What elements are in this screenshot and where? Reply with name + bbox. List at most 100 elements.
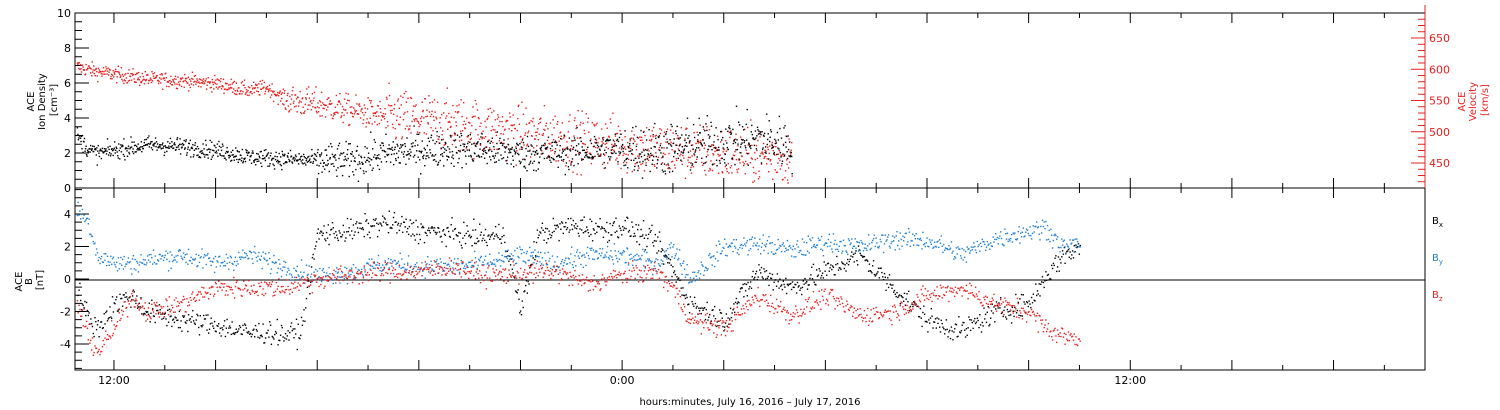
bx-point	[366, 219, 368, 221]
velocity-point	[181, 77, 184, 79]
density-point	[428, 140, 431, 143]
bx-point	[744, 290, 747, 292]
density-point	[219, 153, 221, 155]
density-point	[471, 158, 474, 160]
density-point	[593, 135, 596, 138]
density-point	[434, 142, 436, 145]
velocity-point	[435, 116, 437, 118]
velocity-point	[731, 172, 733, 174]
velocity-point	[230, 78, 232, 81]
velocity-point	[762, 142, 765, 145]
bx-point	[989, 323, 991, 326]
by-point	[203, 253, 206, 256]
bx-point	[504, 241, 506, 244]
velocity-point	[384, 107, 386, 110]
density-point	[532, 150, 534, 153]
velocity-point	[607, 148, 609, 150]
bx-point	[407, 227, 409, 230]
density-point	[587, 157, 589, 159]
density-point	[367, 156, 369, 159]
bx-point	[365, 220, 367, 222]
velocity-point	[713, 163, 716, 165]
density-point	[235, 155, 237, 157]
bx-point	[1021, 315, 1024, 317]
velocity-point	[323, 103, 325, 106]
density-point	[640, 156, 643, 158]
bx-point	[548, 230, 550, 232]
density-point	[283, 155, 285, 157]
bx-point	[1069, 251, 1071, 253]
velocity-point	[750, 119, 752, 121]
density-point	[769, 140, 771, 143]
density-point	[572, 146, 575, 148]
bx-point	[832, 266, 835, 268]
by-point	[479, 257, 482, 259]
density-point	[350, 153, 352, 155]
bx-point	[1038, 283, 1040, 285]
bx-point	[838, 267, 840, 269]
density-point	[393, 163, 395, 166]
bx-point	[688, 312, 691, 314]
density-point	[482, 150, 485, 153]
density-point	[282, 153, 284, 156]
density-point	[169, 137, 172, 140]
by-point	[556, 256, 559, 258]
bx-point	[790, 288, 793, 291]
by-point	[513, 259, 515, 261]
bx-point	[534, 258, 536, 261]
by-point	[685, 274, 687, 276]
density-point	[780, 137, 783, 139]
density-point	[166, 150, 168, 153]
velocity-point	[660, 129, 663, 131]
by-point	[406, 268, 408, 271]
by-point	[574, 255, 576, 257]
velocity-point	[477, 134, 479, 136]
velocity-point	[408, 128, 411, 130]
density-point	[308, 159, 311, 162]
density-point	[567, 148, 569, 150]
density-point	[84, 148, 87, 150]
by-point	[465, 263, 467, 265]
velocity-point	[536, 145, 538, 147]
density-point	[353, 174, 355, 176]
density-point	[477, 141, 479, 143]
velocity-point	[560, 131, 562, 133]
bx-point	[724, 326, 726, 328]
velocity-point	[471, 125, 473, 127]
bx-point	[79, 282, 81, 285]
density-point	[500, 142, 503, 144]
density-point	[738, 124, 741, 126]
velocity-point	[361, 108, 363, 110]
bx-point	[821, 274, 823, 277]
by-point	[530, 251, 533, 254]
velocity-point	[253, 81, 255, 83]
velocity-point	[166, 85, 168, 88]
velocity-point	[391, 123, 394, 126]
bx-point	[589, 218, 591, 220]
density-point	[314, 158, 316, 161]
bx-point	[400, 223, 402, 225]
density-point	[410, 143, 413, 145]
velocity-point	[187, 82, 189, 84]
velocity-point	[594, 146, 597, 149]
by-point	[279, 263, 281, 265]
density-point	[632, 142, 634, 145]
bx-point	[469, 237, 472, 239]
by-point	[586, 252, 588, 254]
velocity-point	[246, 94, 249, 96]
bx-point	[453, 228, 456, 231]
by-point	[242, 249, 244, 251]
bx-point	[775, 279, 777, 281]
bx-point	[655, 240, 657, 242]
bx-point	[878, 277, 881, 279]
density-point	[581, 159, 583, 161]
density-point	[298, 153, 300, 155]
velocity-point	[576, 173, 578, 175]
density-point	[618, 151, 620, 153]
velocity-point	[681, 160, 683, 162]
bx-point	[367, 222, 370, 225]
density-point	[744, 145, 746, 147]
density-point	[706, 115, 709, 117]
density-point	[542, 152, 544, 155]
bx-point	[871, 272, 873, 274]
